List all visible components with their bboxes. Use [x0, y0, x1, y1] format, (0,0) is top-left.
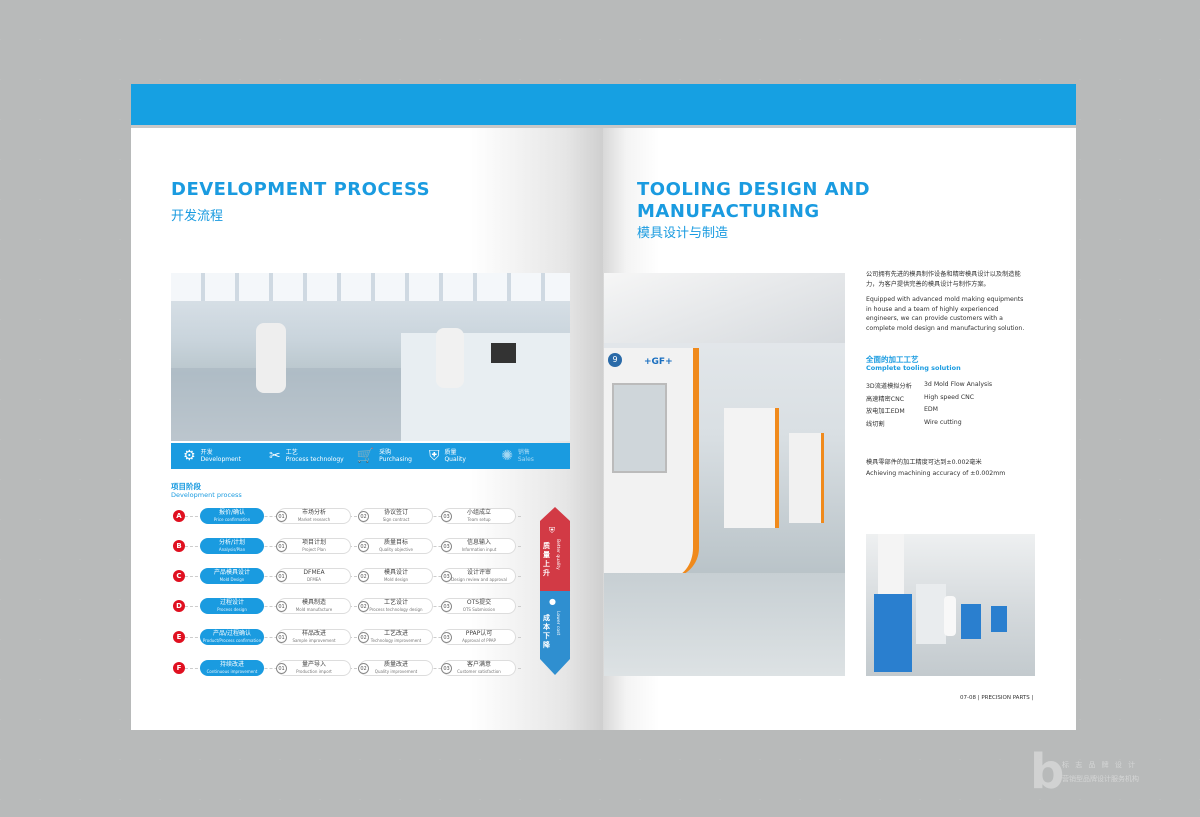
- stage-task: 01 样品改进 Sample improvement: [276, 629, 351, 645]
- page-title: DEVELOPMENT PROCESS: [171, 179, 431, 200]
- step-quality: ⛨ 质量 Quality: [428, 448, 466, 464]
- process-step-bar: ⚙ 开发 Development ✂ 工艺 Process technology 🛒 采购…: [171, 443, 570, 469]
- stage-letter: D: [173, 600, 185, 612]
- accuracy-cn: 模具零部件的加工精度可达到±0.002毫米: [866, 459, 982, 466]
- capability-row: 放电加工EDM EDM: [866, 406, 939, 415]
- right-page: TOOLING DESIGN AND MANUFACTURING 模具设计与制造…: [603, 84, 1076, 730]
- stage-task: 02 模具设计 Mold design: [358, 568, 433, 584]
- machine-number: 9: [608, 353, 622, 367]
- gf-logo: +GF+: [644, 357, 673, 367]
- stage-letter: F: [173, 662, 185, 674]
- top-band: [131, 84, 603, 128]
- section-title-cn: 项目阶段: [171, 482, 201, 491]
- step-development: ⚙ 开发 Development: [183, 448, 241, 464]
- watermark-line2: 营销型品牌设计服务机构: [1062, 775, 1139, 783]
- ribbon-top-cn: 质量上升: [543, 542, 550, 577]
- solution-title-en: Complete tooling solution: [866, 364, 961, 372]
- capability-row: 高速精密CNC High speed CNC: [866, 393, 975, 403]
- stage-task: 02 工艺改进 Technology improvement: [358, 629, 433, 645]
- stage-pill: 产品模具设计 Mold Design: [200, 568, 264, 584]
- stage-letter: C: [173, 570, 185, 582]
- capability-row: 线切割 Wire cutting: [866, 418, 962, 428]
- stage-task: 02 协议签订 Sign contract: [358, 508, 433, 524]
- stage-task: 03 OTS提交 OTS Submission: [441, 598, 516, 614]
- capability-row: 3D流道模拟分析 3d Mold Flow Analysis: [866, 381, 993, 390]
- intro-cn: 公司拥有先进的模具制作设备和精密模具设计以及制造能力，为客户提供完善的模具设计与…: [866, 271, 1021, 288]
- top-band: [603, 84, 1076, 128]
- stage-pill: 持续改进 Continuous improvement: [200, 660, 264, 676]
- stage-pill: 分析/计划 Analysis/Plan: [200, 538, 264, 554]
- process-row: A 报价/确认 Price confirmation 01 市场分析 Market re…: [171, 508, 521, 524]
- left-page: DEVELOPMENT PROCESS 开发流程 ⚙ 开发 Development …: [131, 84, 603, 730]
- page-title-cn: 开发流程: [171, 209, 224, 224]
- stage-letter: A: [173, 510, 185, 522]
- factory-photo: 9 +GF+: [604, 273, 845, 676]
- process-row: F 持续改进 Continuous improvement 01 量产导入 Produc…: [171, 660, 521, 676]
- stage-task: 03 小组成立 Team setup: [441, 508, 516, 524]
- ribbon-bottom-cn: 成本下降: [543, 614, 550, 649]
- stage-task: 01 模具制造 Mold manufacture: [276, 598, 351, 614]
- ribbon-quality: [540, 507, 570, 591]
- stage-letter: E: [173, 631, 185, 643]
- ribbon-top-en: Better quality: [555, 539, 560, 570]
- gear-icon: ⚙: [183, 448, 196, 464]
- page-title-line1: TOOLING DESIGN AND: [637, 179, 871, 200]
- lab-photo: [171, 273, 570, 441]
- stage-task: 01 项目计划 Project Plan: [276, 538, 351, 554]
- stage-task: 03 信息输入 Information input: [441, 538, 516, 554]
- intro-en: Equipped with advanced mold making equip…: [866, 296, 1025, 332]
- accuracy-en: Achieving machining accuracy of ±0.002mm: [866, 470, 1006, 477]
- process-row: D 过程设计 Process design 01 模具制造 Mold manufactu…: [171, 598, 521, 614]
- quality-cost-ribbon: [540, 507, 570, 675]
- stage-task: 01 DFMEA DFMEA: [276, 568, 351, 584]
- workshop-photo: [866, 534, 1035, 676]
- stage-task: 03 设计评审 Design review and approval: [441, 568, 516, 584]
- stage-task: 01 市场分析 Market research: [276, 508, 351, 524]
- shield-check-icon: ⛨: [428, 448, 440, 464]
- page-title-line2: MANUFACTURING: [637, 201, 820, 222]
- process-row: C 产品模具设计 Mold Design 01 DFMEA DFMEA 02 模具设计 Mol…: [171, 568, 521, 584]
- stage-task: 03 客户满意 Customer satisfaction: [441, 660, 516, 676]
- section-title-en: Development process: [171, 491, 242, 499]
- ribbon-cost: [540, 591, 570, 675]
- step-sales: ✺ 销售 Sales: [501, 448, 534, 464]
- cart-icon: 🛒: [356, 448, 375, 464]
- watermark-logo: b: [1030, 744, 1065, 800]
- step-purchasing: 🛒 采购 Purchasing: [356, 448, 412, 464]
- capabilities-table: 3D流道模拟分析 3d Mold Flow Analysis 高速精密CNC Hig…: [866, 381, 992, 431]
- process-row: E 产品/过程确认 Product/Process confirmation 01 样…: [171, 629, 521, 645]
- watermark-line1: 标 志 品 牌 设 计: [1062, 761, 1138, 769]
- stage-task: 03 PPAP认可 Approval of PPAP: [441, 629, 516, 645]
- solution-title-cn: 全面的加工工艺: [866, 355, 919, 364]
- stage-task: 02 质量改进 Quality improvement: [358, 660, 433, 676]
- stage-letter: B: [173, 540, 185, 552]
- stage-task: 02 质量目标 Quality objective: [358, 538, 433, 554]
- stage-pill: 过程设计 Process design: [200, 598, 264, 614]
- step-process-technology: ✂ 工艺 Process technology: [269, 448, 344, 464]
- stage-pill: 报价/确认 Price confirmation: [200, 508, 264, 524]
- process-row: B 分析/计划 Analysis/Plan 01 项目计划 Project Plan 02…: [171, 538, 521, 554]
- stage-task: 02 工艺设计 Process technology design: [358, 598, 433, 614]
- tools-icon: ✂: [269, 448, 281, 464]
- page-title-cn: 模具设计与制造: [637, 226, 729, 241]
- sales-icon: ✺: [501, 448, 513, 464]
- ribbon-bottom-en: Lower cost: [555, 611, 560, 636]
- page-footer: 07-08 | PRECISION PARTS |: [960, 695, 1034, 701]
- shield-check-icon: ⛨: [549, 526, 555, 535]
- stage-task: 01 量产导入 Production import: [276, 660, 351, 676]
- stage-pill: 产品/过程确认 Product/Process confirmation: [200, 629, 264, 645]
- money-bag-icon: ●: [549, 597, 556, 606]
